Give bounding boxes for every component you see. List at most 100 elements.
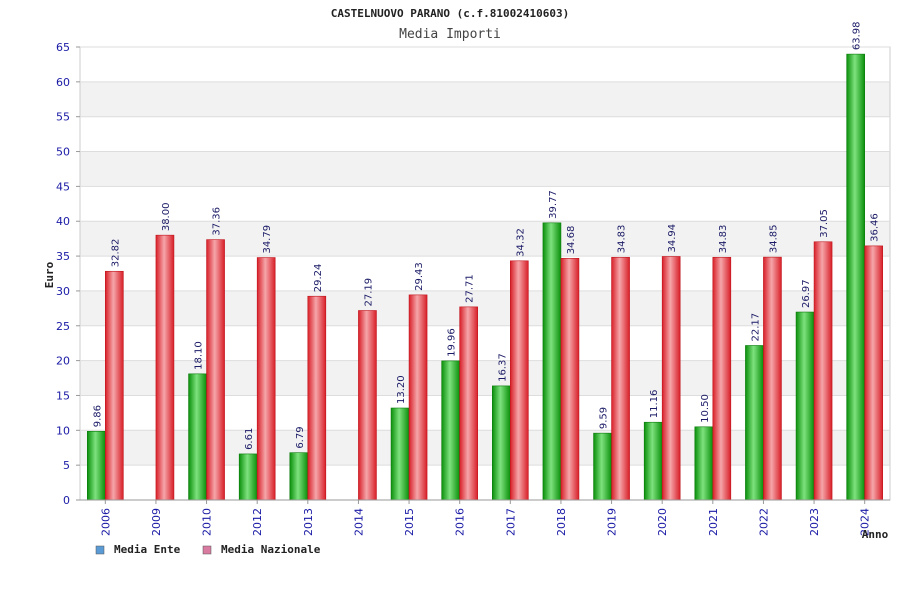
x-tick-label: 2022 xyxy=(757,508,770,536)
y-tick-label: 10 xyxy=(56,424,70,437)
bar-media-ente xyxy=(441,360,460,501)
y-tick-label: 0 xyxy=(63,494,70,507)
value-label: 37.36 xyxy=(212,207,223,236)
chart-title: CASTELNUOVO PARANO (c.f.81002410603) xyxy=(331,7,569,20)
value-label: 27.19 xyxy=(363,278,374,307)
bar-media-ente xyxy=(390,407,410,501)
value-label: 34.83 xyxy=(617,225,628,254)
bar-media-ente xyxy=(492,385,511,501)
x-tick-label: 2018 xyxy=(555,508,568,536)
bar-media-ente xyxy=(694,426,714,501)
x-axis-label: Anno xyxy=(862,528,889,541)
x-tick-label: 2014 xyxy=(352,508,365,536)
bar-media-nazionale xyxy=(510,260,529,501)
grid-band xyxy=(80,151,890,187)
y-axis-ticks: 0 5 10 15 20 25 30 35 40 45 50 55 60 65 xyxy=(56,41,80,507)
legend: Media Ente Media Nazionale xyxy=(95,543,321,556)
bar-media-nazionale xyxy=(864,245,883,501)
x-tick-label: 2009 xyxy=(150,508,163,536)
value-label: 11.16 xyxy=(649,390,660,419)
value-label: 22.17 xyxy=(750,313,761,342)
x-tick-label: 2019 xyxy=(606,508,619,536)
grid-band xyxy=(80,47,890,82)
bar-media-ente xyxy=(188,373,207,501)
value-label: 39.77 xyxy=(548,190,559,219)
bar-media-nazionale xyxy=(560,258,580,501)
y-tick-label: 5 xyxy=(63,459,70,472)
value-label: 34.32 xyxy=(515,228,526,257)
y-tick-label: 25 xyxy=(56,320,70,333)
grid-band xyxy=(80,81,890,117)
y-tick-label: 40 xyxy=(56,215,70,228)
x-tick-label: 2021 xyxy=(707,508,720,536)
bar-media-nazionale xyxy=(155,234,175,501)
value-label: 38.00 xyxy=(161,203,172,232)
bar-media-nazionale xyxy=(105,270,124,501)
value-label: 34.83 xyxy=(718,225,729,254)
value-label: 6.61 xyxy=(244,428,255,450)
value-label: 19.96 xyxy=(447,328,458,357)
bar-media-nazionale xyxy=(206,239,225,501)
bar-media-ente xyxy=(643,421,663,501)
x-tick-label: 2024 xyxy=(859,508,872,536)
y-axis-label: Euro xyxy=(43,261,56,288)
bar-media-ente xyxy=(745,345,764,501)
x-tick-label: 2015 xyxy=(403,508,416,536)
grid-band xyxy=(80,116,890,152)
x-tick-label: 2010 xyxy=(201,508,214,536)
value-label: 36.46 xyxy=(870,213,881,242)
x-tick-label: 2020 xyxy=(656,508,669,536)
bar-media-nazionale xyxy=(459,306,478,501)
value-label: 10.50 xyxy=(700,394,711,423)
value-label: 34.68 xyxy=(566,226,577,255)
legend-label-media-ente: Media Ente xyxy=(114,543,181,556)
value-labels: 9.86 32.82 38.00 18.10 37.36 6.61 34.79 6.79 29.… xyxy=(92,21,880,449)
value-label: 26.97 xyxy=(801,279,812,308)
y-tick-label: 20 xyxy=(56,355,70,368)
legend-swatch-media-nazionale xyxy=(202,545,212,555)
y-tick-label: 15 xyxy=(56,389,70,402)
bar-media-nazionale xyxy=(408,294,428,501)
value-label: 32.82 xyxy=(110,239,121,268)
value-label: 34.79 xyxy=(262,225,273,254)
bar-media-nazionale xyxy=(358,310,377,501)
y-tick-label: 35 xyxy=(56,250,70,263)
value-label: 27.71 xyxy=(465,274,476,303)
legend-label-media-nazionale: Media Nazionale xyxy=(221,543,321,556)
x-tick-label: 2012 xyxy=(251,508,264,536)
grid-band xyxy=(80,186,890,222)
bar-media-nazionale xyxy=(763,256,782,501)
y-tick-label: 45 xyxy=(56,180,70,193)
value-label: 16.37 xyxy=(497,353,508,382)
x-tick-label: 2017 xyxy=(504,508,517,536)
bars xyxy=(87,53,883,501)
x-tick-label: 2023 xyxy=(808,508,821,536)
y-tick-label: 55 xyxy=(56,111,70,124)
value-label: 37.05 xyxy=(819,209,830,238)
value-label: 13.20 xyxy=(396,375,407,404)
bar-media-nazionale xyxy=(712,256,732,501)
bar-media-ente xyxy=(542,222,562,501)
value-label: 34.94 xyxy=(667,224,678,253)
bar-media-ente xyxy=(87,430,106,501)
chart-subtitle: Media Importi xyxy=(399,27,501,42)
bar-media-nazionale xyxy=(611,256,630,501)
bar-media-ente xyxy=(846,53,865,501)
value-label: 29.43 xyxy=(414,262,425,291)
y-tick-label: 60 xyxy=(56,76,70,89)
x-tick-label: 2006 xyxy=(99,508,112,536)
value-label: 9.59 xyxy=(599,407,610,429)
value-label: 9.86 xyxy=(92,405,103,427)
value-label: 29.24 xyxy=(313,264,324,293)
value-label: 34.85 xyxy=(768,224,779,253)
bar-media-nazionale xyxy=(661,256,681,501)
bar-media-nazionale xyxy=(813,241,833,501)
x-tick-label: 2016 xyxy=(454,508,467,536)
legend-swatch-media-ente xyxy=(95,545,105,555)
y-tick-label: 30 xyxy=(56,285,70,298)
y-tick-label: 50 xyxy=(56,146,70,159)
bar-media-ente xyxy=(795,311,815,501)
value-label: 6.79 xyxy=(295,426,306,448)
bar-media-nazionale xyxy=(307,295,327,501)
